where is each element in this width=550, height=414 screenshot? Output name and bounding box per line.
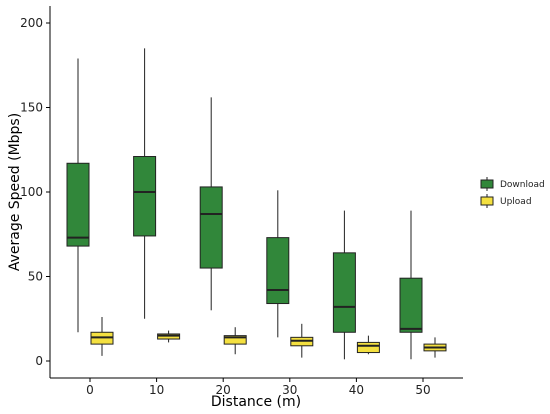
box-iqr — [332, 252, 356, 333]
x-tick-label: 10 — [149, 383, 164, 397]
box-download-50 — [399, 210, 423, 360]
box-iqr — [399, 277, 423, 333]
box-iqr — [266, 237, 290, 305]
box-upload-30 — [290, 323, 314, 358]
y-axis-title: Average Speed (Mbps) — [7, 113, 23, 271]
box-iqr — [223, 335, 247, 345]
box-iqr — [133, 156, 157, 237]
box-download-20 — [199, 97, 223, 311]
legend-item-download: Download — [480, 177, 545, 191]
y-tick-label: 0 — [35, 354, 43, 368]
box-iqr — [199, 186, 223, 269]
legend-key-box — [480, 196, 494, 206]
box-upload-20 — [223, 327, 247, 355]
y-tick-label: 100 — [20, 185, 43, 199]
x-tick-label: 50 — [415, 383, 430, 397]
box-iqr — [356, 341, 380, 354]
box-upload-50 — [423, 337, 447, 358]
legend-label: Download — [500, 180, 545, 190]
legend-key-box — [480, 179, 494, 189]
boxes — [66, 48, 447, 360]
y-tick-label: 150 — [20, 101, 43, 115]
legend-label: Upload — [500, 197, 532, 207]
x-axis-title: Distance (m) — [211, 394, 301, 410]
box-upload-0 — [90, 317, 114, 356]
x-ticks: 0 10 20 30 40 50 — [86, 378, 431, 397]
legend: Download Upload — [480, 177, 545, 208]
x-tick-label: 20 — [216, 383, 231, 397]
box-upload-10 — [157, 330, 181, 343]
legend-item-upload: Upload — [480, 194, 532, 208]
y-tick-label: 200 — [20, 16, 43, 30]
box-download-10 — [133, 48, 157, 319]
x-tick-label: 40 — [349, 383, 364, 397]
box-iqr — [66, 162, 90, 247]
box-download-40 — [332, 210, 356, 360]
box-download-30 — [266, 190, 290, 338]
box-upload-40 — [356, 335, 380, 355]
y-tick-label: 50 — [28, 270, 43, 284]
x-tick-label: 30 — [282, 383, 297, 397]
y-ticks: 0 50 100 150 200 — [20, 16, 50, 368]
x-tick-label: 0 — [86, 383, 94, 397]
box-download-0 — [66, 58, 90, 333]
